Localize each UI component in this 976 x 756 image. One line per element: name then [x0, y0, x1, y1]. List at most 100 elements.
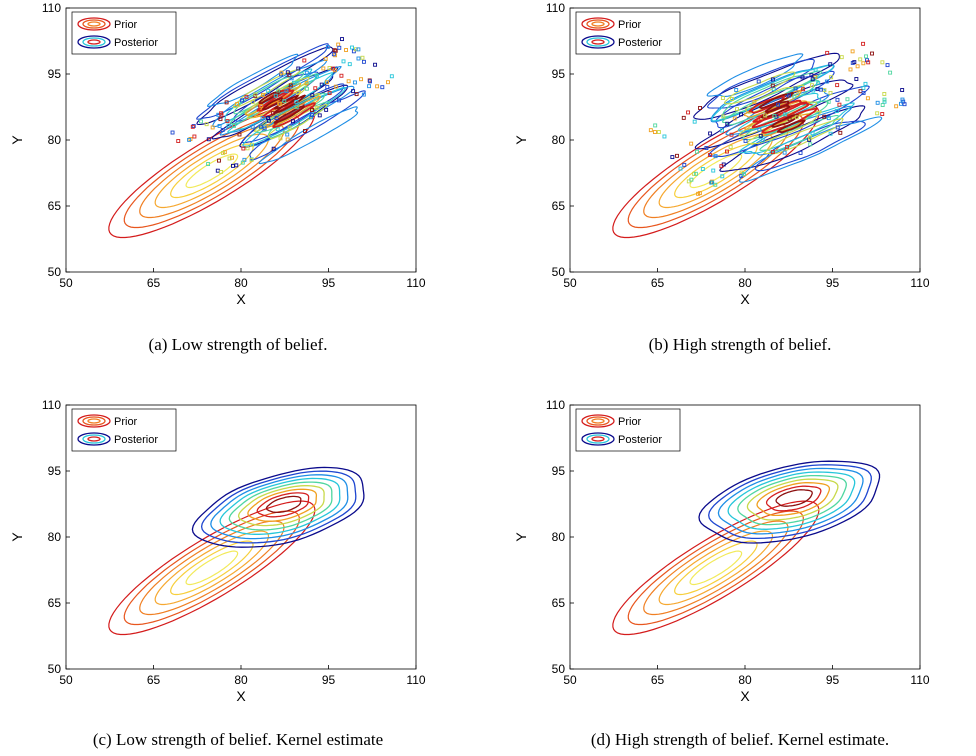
- x-tick-label: 95: [826, 276, 840, 290]
- prior-legend-icon: [77, 17, 111, 31]
- prior-legend-icon: [77, 414, 111, 428]
- posterior-cell: [880, 103, 885, 107]
- posterior-cell: [813, 75, 818, 80]
- posterior-cell: [325, 45, 330, 49]
- posterior-cell: [725, 149, 729, 154]
- panel-a: 50 65 80 95 110 50 65 80 95 110 X Y Prior Posterior (a…: [9, 1, 426, 354]
- posterior-cell: [888, 70, 893, 75]
- posterior-cell: [713, 182, 718, 187]
- posterior-cell: [199, 119, 203, 124]
- posterior-cell: [324, 107, 329, 112]
- posterior-contour-6: [237, 485, 325, 527]
- posterior-cell: [783, 112, 788, 117]
- posterior-cell: [274, 116, 279, 120]
- legend-label: Prior: [618, 19, 642, 31]
- posterior-cell: [756, 118, 761, 123]
- posterior-cell: [763, 113, 768, 118]
- posterior-cell: [900, 88, 905, 92]
- y-tick-label: 80: [552, 133, 566, 147]
- posterior-cell: [828, 62, 833, 67]
- legend-label: Prior: [618, 416, 642, 428]
- legend-label: Posterior: [114, 434, 158, 446]
- posterior-cell: [880, 60, 885, 65]
- posterior-cell: [693, 171, 698, 176]
- posterior-cell: [835, 125, 840, 130]
- x-tick-label: 65: [147, 673, 161, 687]
- posterior-cell: [187, 137, 192, 142]
- posterior-cell: [743, 138, 748, 143]
- posterior-cell: [240, 98, 245, 103]
- posterior-cell: [770, 83, 775, 88]
- posterior-cell: [244, 94, 249, 99]
- x-tick-label: 50: [59, 673, 73, 687]
- posterior-cell: [176, 139, 181, 143]
- posterior-cell: [858, 57, 863, 62]
- posterior-cell: [266, 116, 271, 121]
- posterior-cell: [235, 102, 239, 107]
- posterior-cell: [787, 93, 791, 98]
- posterior-cell: [361, 92, 366, 97]
- posterior-cell: [227, 156, 232, 161]
- posterior-cell: [288, 83, 293, 88]
- posterior-cell: [793, 86, 798, 91]
- posterior-cell: [828, 131, 833, 136]
- posterior-legend-icon: [77, 35, 111, 49]
- posterior-contour: [206, 53, 299, 107]
- posterior-cell: [713, 154, 718, 159]
- posterior-cell: [711, 168, 716, 173]
- posterior-cell: [710, 180, 715, 185]
- posterior-contour: [273, 94, 299, 110]
- posterior-cell: [259, 103, 264, 108]
- posterior-cell: [367, 84, 372, 89]
- posterior-contour: [694, 79, 854, 150]
- posterior-cell: [224, 100, 229, 105]
- posterior-cell: [386, 80, 390, 85]
- posterior-cell: [686, 110, 691, 115]
- posterior-cell: [231, 163, 235, 168]
- posterior-cell: [303, 129, 307, 133]
- x-tick-label: 65: [651, 673, 665, 687]
- posterior-cell: [327, 66, 332, 70]
- legend-label: Prior: [114, 416, 138, 428]
- posterior-cell: [855, 64, 860, 69]
- posterior-contour: [693, 52, 840, 120]
- posterior-contour-4: [727, 471, 856, 530]
- prior-contour-6: [689, 550, 743, 586]
- posterior-cell: [670, 155, 675, 160]
- posterior-cell: [339, 73, 344, 78]
- posterior-cell: [219, 111, 224, 116]
- y-tick-label: 50: [552, 662, 566, 676]
- x-tick-label: 65: [651, 276, 665, 290]
- posterior-cell: [756, 79, 761, 84]
- posterior-cell: [902, 102, 907, 107]
- posterior-cell: [356, 56, 361, 61]
- y-axis-label: Y: [9, 135, 25, 145]
- posterior-cell: [361, 59, 366, 64]
- posterior-cell: [218, 117, 223, 122]
- posterior-cell: [304, 70, 309, 75]
- posterior-cell: [285, 132, 290, 137]
- posterior-cell: [323, 56, 328, 61]
- posterior-cell: [310, 93, 315, 98]
- plot-area: [612, 460, 881, 636]
- posterior-contour-9: [265, 495, 302, 514]
- posterior-cell: [206, 162, 211, 167]
- posterior-cell: [732, 116, 737, 121]
- legend: Prior Posterior: [71, 11, 177, 55]
- posterior-cell: [220, 128, 225, 132]
- posterior-contour: [758, 91, 795, 109]
- posterior-cell: [695, 149, 699, 154]
- posterior-cell: [321, 66, 326, 71]
- plot-area: [108, 37, 394, 239]
- posterior-cell: [810, 131, 815, 136]
- posterior-contour: [242, 86, 347, 147]
- posterior-cell: [319, 82, 324, 87]
- posterior-cell: [720, 174, 725, 179]
- posterior-contour: [707, 58, 815, 109]
- prior-contour-1: [612, 500, 820, 636]
- posterior-contour-1: [191, 466, 365, 548]
- prior-contour-1: [108, 500, 316, 636]
- posterior-cell: [787, 117, 792, 122]
- posterior-cell: [340, 37, 344, 42]
- posterior-cell: [863, 81, 868, 86]
